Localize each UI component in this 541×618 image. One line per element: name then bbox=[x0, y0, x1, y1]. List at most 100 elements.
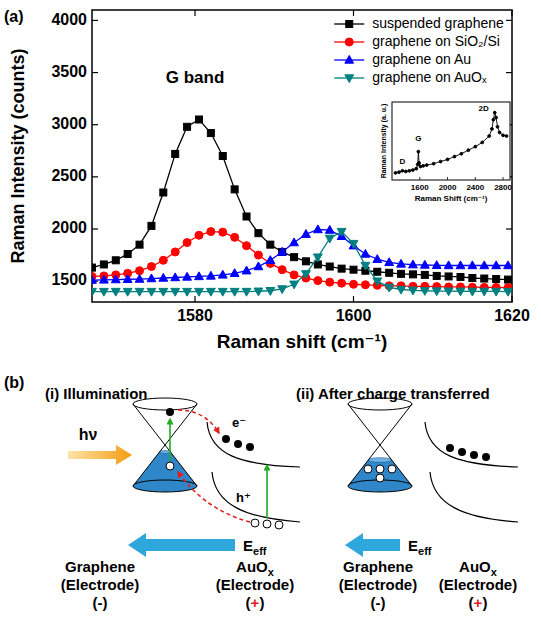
conduction-band bbox=[207, 422, 300, 467]
x-tick bbox=[475, 177, 476, 180]
legend-marker bbox=[345, 75, 354, 83]
data-point bbox=[148, 222, 155, 229]
y-tick bbox=[506, 20, 512, 21]
data-point bbox=[171, 273, 180, 281]
electron bbox=[234, 440, 242, 448]
cone-bottom bbox=[133, 480, 197, 492]
x-axis-title: Raman shift (cm⁻¹) bbox=[217, 331, 388, 352]
data-point bbox=[474, 145, 477, 148]
field-label: Eeff bbox=[408, 537, 432, 557]
x-tick-label: 1600 bbox=[411, 183, 429, 192]
x-tick bbox=[447, 177, 448, 180]
inset-frame bbox=[392, 102, 510, 180]
data-point bbox=[432, 288, 441, 296]
data-point bbox=[99, 275, 108, 283]
data-point bbox=[492, 261, 501, 269]
legend-marker bbox=[345, 38, 353, 46]
electrode-label: AuOx bbox=[459, 558, 498, 578]
data-point bbox=[498, 131, 501, 134]
data-point bbox=[290, 271, 298, 279]
x-tick bbox=[353, 296, 354, 302]
annotation: D bbox=[400, 157, 406, 166]
data-point bbox=[493, 111, 496, 114]
data-point bbox=[183, 272, 192, 280]
electron bbox=[222, 435, 230, 443]
legend: suspended graphenegraphene on SiO₂/Sigra… bbox=[334, 15, 504, 85]
data-point bbox=[314, 277, 322, 285]
data-point bbox=[218, 270, 227, 278]
data-point bbox=[374, 268, 381, 275]
data-point bbox=[206, 271, 215, 279]
label-main: AuO bbox=[459, 558, 491, 575]
carrier-label: h⁺ bbox=[236, 490, 251, 505]
data-point bbox=[401, 169, 404, 172]
data-point bbox=[124, 251, 131, 258]
hole bbox=[388, 465, 396, 473]
dirac-cone bbox=[348, 398, 412, 492]
data-point bbox=[504, 288, 512, 296]
data-point bbox=[433, 272, 440, 279]
y-axis-title: Raman Intensity (a. u.) bbox=[380, 104, 388, 179]
hole bbox=[364, 465, 372, 473]
data-point bbox=[337, 228, 346, 236]
data-point bbox=[456, 261, 465, 269]
data-point bbox=[398, 171, 401, 174]
valence-band bbox=[430, 472, 518, 522]
x-tick bbox=[503, 177, 504, 180]
transfer-arrow bbox=[178, 472, 250, 522]
data-point bbox=[411, 169, 414, 172]
data-point bbox=[254, 251, 262, 259]
data-point bbox=[386, 269, 393, 276]
data-point bbox=[218, 288, 227, 296]
cone-top bbox=[348, 398, 412, 410]
data-point bbox=[421, 271, 428, 278]
electron bbox=[470, 451, 478, 459]
data-point bbox=[313, 225, 322, 233]
data-point bbox=[230, 269, 239, 277]
label-main: E bbox=[408, 537, 418, 554]
y-tick bbox=[506, 72, 512, 73]
data-point bbox=[422, 164, 425, 167]
y-tick bbox=[92, 124, 98, 125]
char: ) bbox=[482, 594, 487, 611]
data-point bbox=[432, 261, 441, 269]
x-tick-label: 2800 bbox=[494, 183, 512, 192]
data-point bbox=[460, 152, 463, 155]
y-axis-title: Raman Intensity (counts) bbox=[8, 48, 28, 263]
data-point bbox=[230, 288, 239, 296]
y-tick-label: 1500 bbox=[51, 271, 87, 288]
cone-lines bbox=[133, 404, 197, 486]
x-axis-title: Raman Shift (cm⁻¹) bbox=[415, 194, 488, 203]
data-point bbox=[135, 274, 144, 282]
data-point bbox=[290, 281, 299, 289]
data-point bbox=[159, 288, 168, 296]
y-tick bbox=[92, 228, 98, 229]
data-point bbox=[290, 238, 299, 246]
data-point bbox=[302, 258, 309, 265]
data-point bbox=[171, 248, 179, 256]
data-point bbox=[398, 270, 405, 277]
char: ) bbox=[259, 594, 264, 611]
x-tick-label: 2400 bbox=[466, 183, 484, 192]
data-point bbox=[325, 235, 334, 243]
conduction-band bbox=[425, 422, 518, 467]
hole bbox=[263, 520, 271, 528]
data-point bbox=[350, 266, 357, 273]
excitation-arrow bbox=[266, 465, 268, 518]
data-point bbox=[361, 262, 370, 270]
data-point bbox=[457, 273, 464, 280]
data-point bbox=[480, 288, 489, 296]
legend-label: graphene on SiO₂/Si bbox=[372, 33, 500, 49]
data-point bbox=[207, 130, 214, 137]
x-tick bbox=[511, 296, 512, 302]
electrode-label: (Electrode) bbox=[61, 576, 139, 593]
electrode-label: (+) bbox=[246, 594, 265, 611]
data-point bbox=[147, 263, 155, 271]
label-main: E bbox=[243, 537, 253, 554]
data-point bbox=[492, 118, 495, 121]
data-point bbox=[99, 288, 108, 296]
electron bbox=[166, 408, 174, 416]
data-point bbox=[415, 167, 418, 170]
field-arrow bbox=[128, 533, 235, 557]
data-point bbox=[439, 160, 442, 163]
